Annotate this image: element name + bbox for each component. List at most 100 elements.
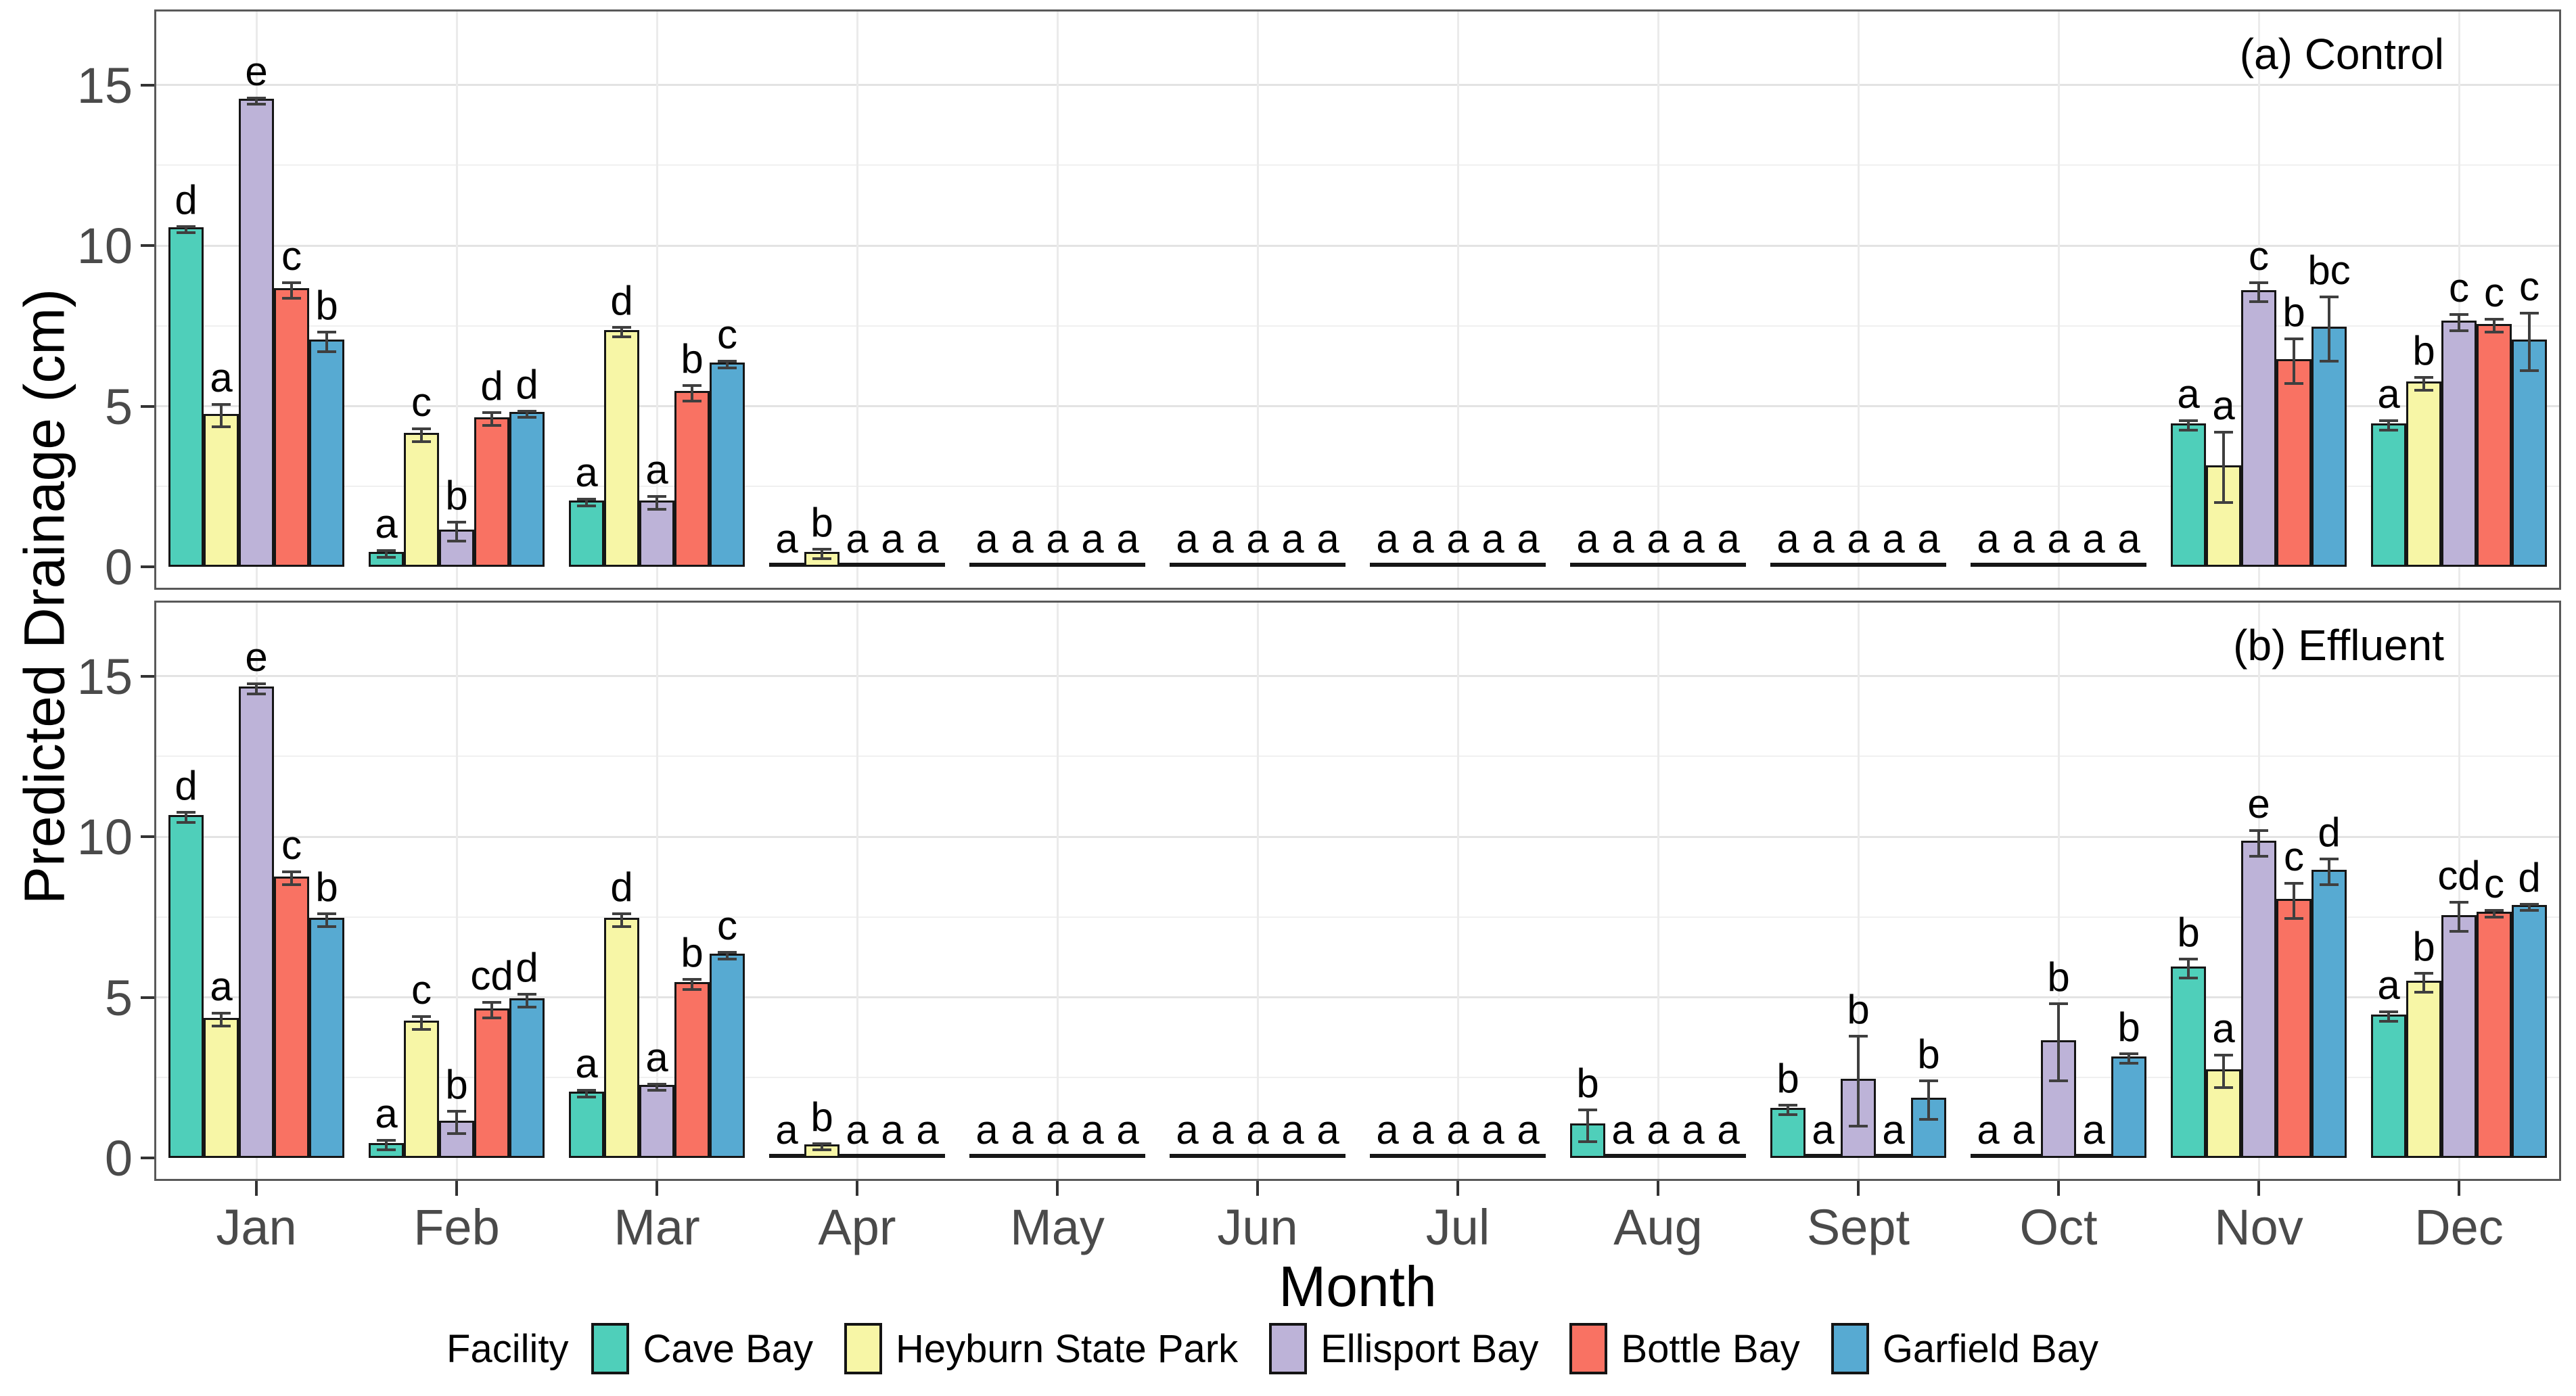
gridline-minor	[156, 164, 2559, 166]
significance-letter: c	[281, 233, 302, 279]
error-bar-stem	[185, 812, 187, 822]
error-bar-stem	[2257, 830, 2260, 856]
significance-letter: a	[1246, 1107, 1269, 1153]
bar	[1676, 1154, 1711, 1158]
bar	[840, 563, 875, 567]
significance-letter: a	[375, 501, 398, 547]
bar	[769, 1154, 804, 1158]
gridline-major	[156, 84, 2559, 86]
significance-letter: a	[2377, 371, 2400, 417]
error-bar-cap	[2450, 930, 2468, 933]
significance-letter: a	[1682, 1107, 1705, 1153]
bar	[1110, 1154, 1145, 1158]
y-tick-label: 15	[76, 648, 133, 705]
gridline-major	[156, 996, 2559, 998]
bar	[710, 954, 745, 1158]
bar	[2006, 563, 2041, 567]
x-tick-label: Aug	[1613, 1199, 1703, 1255]
error-bar-cap	[718, 957, 737, 960]
error-bar-cap	[647, 1082, 666, 1086]
error-bar-stem	[585, 1090, 588, 1097]
gridline-minor	[156, 916, 2559, 918]
error-bar-cap	[612, 335, 631, 339]
bar	[1275, 1154, 1310, 1158]
significance-letter: a	[1917, 515, 1940, 561]
error-bar-cap	[212, 1025, 231, 1028]
error-bar-stem	[1787, 1104, 1789, 1115]
x-tick	[255, 1181, 258, 1196]
significance-letter: a	[2012, 515, 2035, 561]
error-bar-cap	[812, 1142, 831, 1145]
bar	[1711, 1154, 1746, 1158]
bar	[604, 918, 639, 1158]
error-bar-cap	[2485, 915, 2504, 918]
error-bar-stem	[455, 1111, 458, 1134]
error-bar-stem	[2057, 1004, 2060, 1081]
error-bar-stem	[290, 872, 293, 885]
bar	[274, 288, 309, 567]
x-tick-label: May	[1010, 1199, 1105, 1255]
significance-letter: a	[2082, 515, 2105, 561]
gridline-vertical	[1657, 603, 1659, 1179]
x-tick	[2257, 1181, 2260, 1196]
gridline-vertical	[1857, 603, 1860, 1179]
x-tick-label: Oct	[2019, 1199, 2098, 1255]
bar	[1711, 563, 1746, 567]
x-tick-label: Apr	[818, 1199, 896, 1255]
error-bar-cap	[1778, 1103, 1797, 1107]
significance-letter: a	[975, 515, 998, 561]
error-bar-cap	[447, 1110, 466, 1113]
bar	[1040, 1154, 1075, 1158]
gridline-vertical	[656, 11, 658, 588]
gridline-vertical	[1256, 603, 1259, 1179]
gridline-vertical	[455, 603, 458, 1179]
bar	[239, 687, 274, 1158]
error-bar-cap	[247, 682, 266, 686]
error-bar-stem	[526, 994, 528, 1007]
error-bar-cap	[2379, 1020, 2398, 1023]
error-bar-cap	[2284, 881, 2303, 885]
gridline-vertical	[2057, 11, 2060, 588]
error-bar-cap	[377, 1148, 396, 1152]
bar	[1405, 563, 1440, 567]
bar	[309, 918, 344, 1158]
significance-letter: bc	[2307, 248, 2351, 293]
error-bar-stem	[2128, 1053, 2130, 1063]
error-bar-cap	[2450, 313, 2468, 317]
panel-control: (a) Control 0 5 10 15 d a a a a a a a a a a a a c d b a a a a a a…	[77, 9, 2561, 594]
bar	[1971, 563, 2006, 567]
significance-letter: c	[2484, 270, 2504, 316]
error-bar-cap	[177, 231, 196, 234]
bar	[2006, 1154, 2041, 1158]
error-bar-cap	[718, 366, 737, 369]
error-bar-cap	[2119, 1052, 2138, 1055]
error-bar-cap	[212, 1012, 231, 1015]
error-bar-cap	[1778, 1113, 1797, 1116]
significance-letter: a	[1176, 515, 1199, 561]
error-bar-cap	[577, 1095, 596, 1098]
x-tick	[656, 1181, 658, 1196]
legend-label: Heyburn State Park	[895, 1326, 1239, 1371]
bar	[1511, 563, 1546, 567]
significance-letter: a	[1481, 1107, 1504, 1153]
bar	[2477, 912, 2512, 1158]
significance-letter: a	[645, 446, 668, 492]
significance-letter: a	[1977, 515, 2000, 561]
significance-letter: d	[2318, 810, 2341, 856]
significance-letter: a	[645, 1034, 668, 1080]
significance-letter: b	[2282, 289, 2305, 335]
bar	[509, 998, 545, 1158]
significance-letter: a	[1611, 515, 1634, 561]
error-bar-stem	[385, 1140, 388, 1150]
significance-letter: a	[916, 515, 939, 561]
error-bar-cap	[412, 1015, 431, 1018]
significance-letter: a	[1081, 515, 1104, 561]
significance-letter: b	[315, 283, 338, 329]
significance-letter: a	[881, 515, 904, 561]
bar	[1275, 563, 1310, 567]
significance-letter: b	[1847, 986, 1870, 1032]
error-bar-stem	[2422, 377, 2425, 390]
legend-label: Bottle Bay	[1621, 1326, 1800, 1371]
bar	[2276, 899, 2312, 1158]
y-tick-label: 10	[76, 218, 133, 274]
